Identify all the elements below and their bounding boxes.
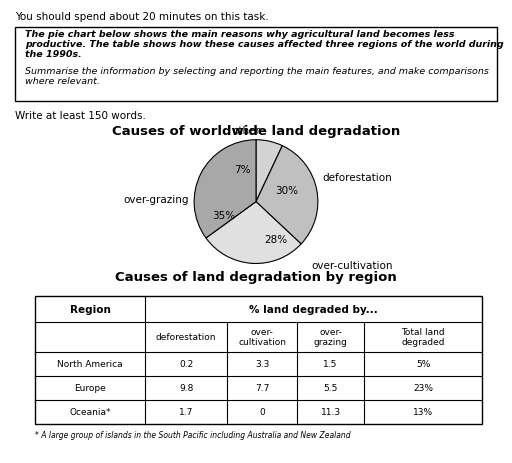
Text: deforestation: deforestation (323, 173, 393, 182)
Wedge shape (206, 202, 301, 264)
Text: over-grazing: over-grazing (124, 194, 189, 204)
Text: Oceania*: Oceania* (69, 407, 111, 417)
Text: over-
cultivation: over- cultivation (238, 327, 286, 347)
Text: 23%: 23% (413, 383, 433, 393)
Text: 5%: 5% (416, 359, 431, 369)
Wedge shape (256, 140, 282, 202)
Wedge shape (256, 146, 318, 244)
Text: Summarise the information by selecting and reporting the main features, and make: Summarise the information by selecting a… (25, 67, 489, 86)
Text: 0.2: 0.2 (179, 359, 194, 369)
Text: 5.5: 5.5 (324, 383, 338, 393)
Text: over-
grazing: over- grazing (314, 327, 348, 347)
Text: 35%: 35% (212, 211, 236, 221)
Text: The pie chart below shows the main reasons why agricultural land becomes less pr: The pie chart below shows the main reaso… (25, 30, 504, 59)
Text: 28%: 28% (264, 234, 287, 244)
Text: 1.7: 1.7 (179, 407, 194, 417)
Text: Total land
degraded: Total land degraded (401, 327, 445, 347)
Text: % land degraded by...: % land degraded by... (249, 304, 378, 314)
Text: 13%: 13% (413, 407, 433, 417)
Text: 9.8: 9.8 (179, 383, 194, 393)
Text: 30%: 30% (275, 186, 298, 196)
Text: other: other (233, 125, 261, 136)
Text: Causes of land degradation by region: Causes of land degradation by region (115, 270, 397, 283)
Text: 7.7: 7.7 (255, 383, 269, 393)
Text: deforestation: deforestation (156, 332, 217, 342)
Text: North America: North America (57, 359, 123, 369)
Text: Causes of worldwide land degradation: Causes of worldwide land degradation (112, 125, 400, 138)
Text: 3.3: 3.3 (255, 359, 269, 369)
Text: You should spend about 20 minutes on this task.: You should spend about 20 minutes on thi… (15, 12, 269, 22)
Text: 1.5: 1.5 (324, 359, 338, 369)
Bar (15, 28, 497, 102)
Text: 0: 0 (259, 407, 265, 417)
Text: 11.3: 11.3 (321, 407, 340, 417)
Wedge shape (194, 140, 256, 238)
Bar (35, 296, 482, 424)
Text: Write at least 150 words.: Write at least 150 words. (15, 111, 146, 121)
Text: 7%: 7% (234, 165, 251, 175)
Text: Europe: Europe (74, 383, 106, 393)
Text: * A large group of islands in the South Pacific including Australia and New Zeal: * A large group of islands in the South … (35, 430, 350, 438)
Text: over-cultivation: over-cultivation (312, 261, 393, 271)
Text: Region: Region (70, 304, 111, 314)
